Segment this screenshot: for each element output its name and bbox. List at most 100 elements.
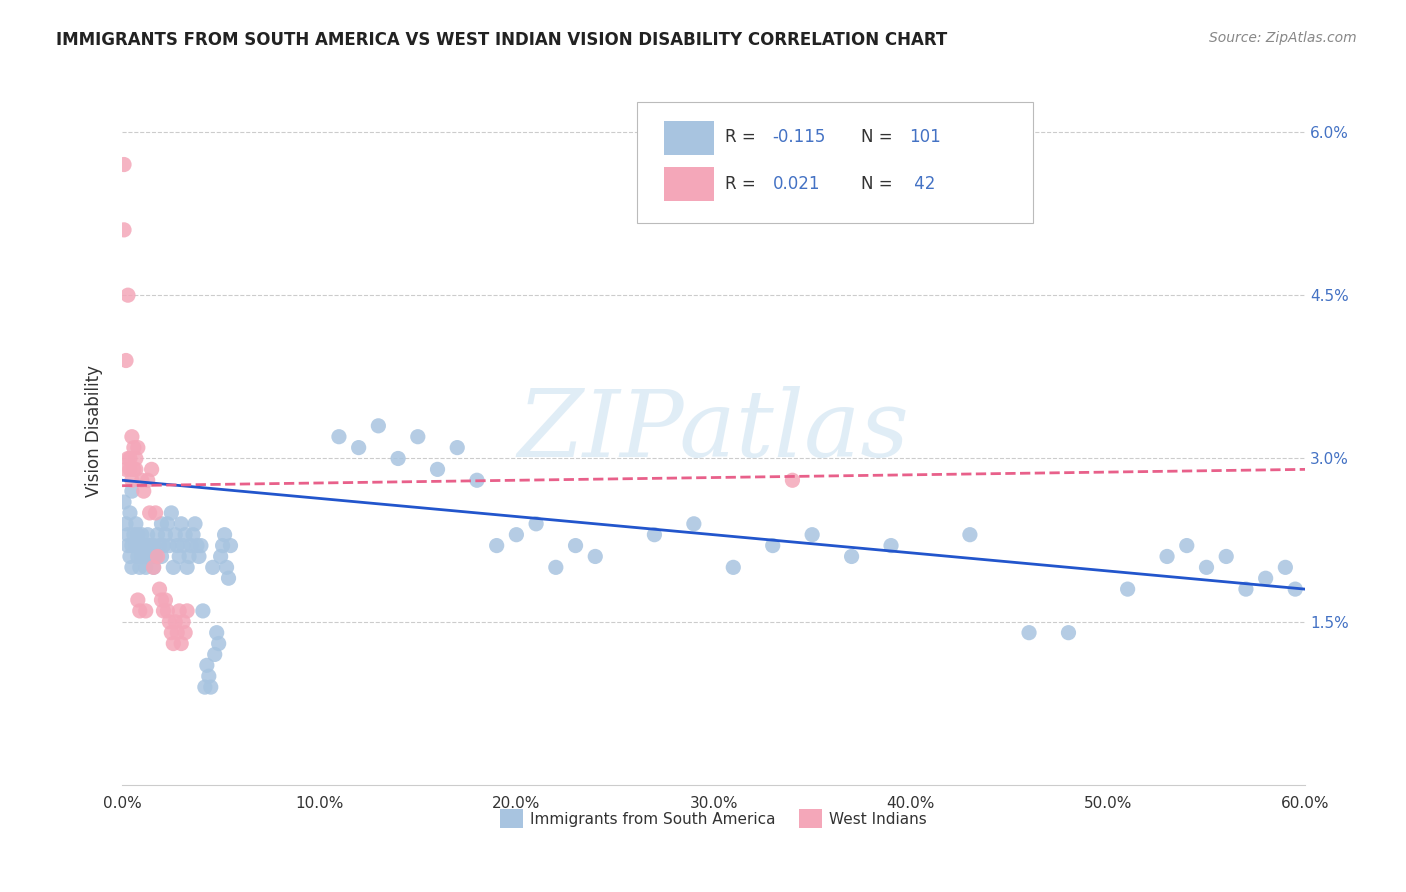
Point (142, 560, 165, 574)
Point (643, 527, 665, 541)
Point (150, 593, 173, 607)
Point (150, 549, 173, 564)
Point (127, 527, 149, 541)
Point (176, 560, 198, 574)
Point (211, 539, 233, 553)
Point (112, 157, 135, 171)
Text: R =: R = (725, 128, 762, 146)
Point (125, 462, 148, 476)
Point (122, 441, 145, 455)
Point (1175, 539, 1198, 553)
Point (117, 451, 139, 466)
Point (544, 560, 567, 574)
Point (117, 527, 139, 541)
Point (141, 462, 163, 476)
Point (135, 539, 157, 553)
Point (146, 549, 169, 564)
Text: N =: N = (862, 128, 898, 146)
Text: 101: 101 (908, 128, 941, 146)
Point (162, 560, 184, 574)
Point (131, 473, 153, 487)
Point (145, 549, 167, 564)
Point (762, 539, 785, 553)
Text: 42: 42 (908, 176, 935, 194)
Point (122, 527, 145, 541)
Point (115, 353, 138, 368)
Point (165, 527, 187, 541)
Point (446, 441, 468, 455)
Point (128, 604, 150, 618)
Point (583, 549, 606, 564)
Y-axis label: Vision Disability: Vision Disability (86, 365, 103, 497)
Point (135, 604, 157, 618)
Point (156, 604, 179, 618)
Point (198, 669, 221, 683)
Point (115, 516, 138, 531)
Point (204, 648, 226, 662)
Point (201, 560, 224, 574)
Point (328, 430, 350, 444)
Point (166, 539, 188, 553)
Point (128, 539, 150, 553)
Point (1284, 582, 1306, 596)
Point (141, 549, 163, 564)
Point (181, 527, 204, 541)
Point (157, 615, 180, 629)
Point (1116, 582, 1139, 596)
Point (125, 539, 148, 553)
Point (205, 625, 228, 640)
Point (132, 484, 155, 499)
Point (1215, 549, 1237, 564)
Point (1057, 625, 1080, 640)
FancyBboxPatch shape (637, 103, 1033, 222)
Point (142, 560, 165, 574)
Point (524, 516, 547, 531)
Point (155, 527, 177, 541)
Point (160, 625, 183, 640)
Point (782, 473, 804, 487)
Point (118, 462, 141, 476)
Point (180, 539, 202, 553)
Point (219, 539, 242, 553)
Point (215, 560, 238, 574)
Point (367, 418, 389, 433)
Point (146, 527, 169, 541)
Point (406, 430, 429, 444)
Point (1254, 571, 1277, 585)
Point (485, 539, 508, 553)
Point (125, 451, 148, 466)
Point (127, 593, 149, 607)
Point (160, 506, 183, 520)
Text: IMMIGRANTS FROM SOUTH AMERICA VS WEST INDIAN VISION DISABILITY CORRELATION CHART: IMMIGRANTS FROM SOUTH AMERICA VS WEST IN… (56, 31, 948, 49)
Point (387, 451, 409, 466)
Point (166, 625, 188, 640)
Point (136, 549, 159, 564)
Point (148, 539, 170, 553)
Point (347, 441, 370, 455)
FancyBboxPatch shape (664, 121, 714, 155)
Point (121, 484, 143, 499)
Point (172, 615, 194, 629)
Point (152, 604, 174, 618)
Point (132, 549, 155, 564)
Point (174, 625, 197, 640)
Point (170, 636, 193, 650)
Text: Source: ZipAtlas.com: Source: ZipAtlas.com (1209, 31, 1357, 45)
Point (132, 539, 155, 553)
Point (1274, 560, 1296, 574)
Point (194, 680, 217, 694)
Point (214, 527, 236, 541)
Point (880, 539, 903, 553)
Point (155, 593, 177, 607)
Point (118, 549, 141, 564)
Point (1195, 560, 1218, 574)
Point (176, 604, 198, 618)
Point (187, 549, 209, 564)
Point (131, 527, 153, 541)
Point (138, 539, 160, 553)
Point (121, 539, 143, 553)
Point (1234, 582, 1257, 596)
Point (191, 604, 214, 618)
Point (145, 506, 167, 520)
Point (127, 549, 149, 564)
